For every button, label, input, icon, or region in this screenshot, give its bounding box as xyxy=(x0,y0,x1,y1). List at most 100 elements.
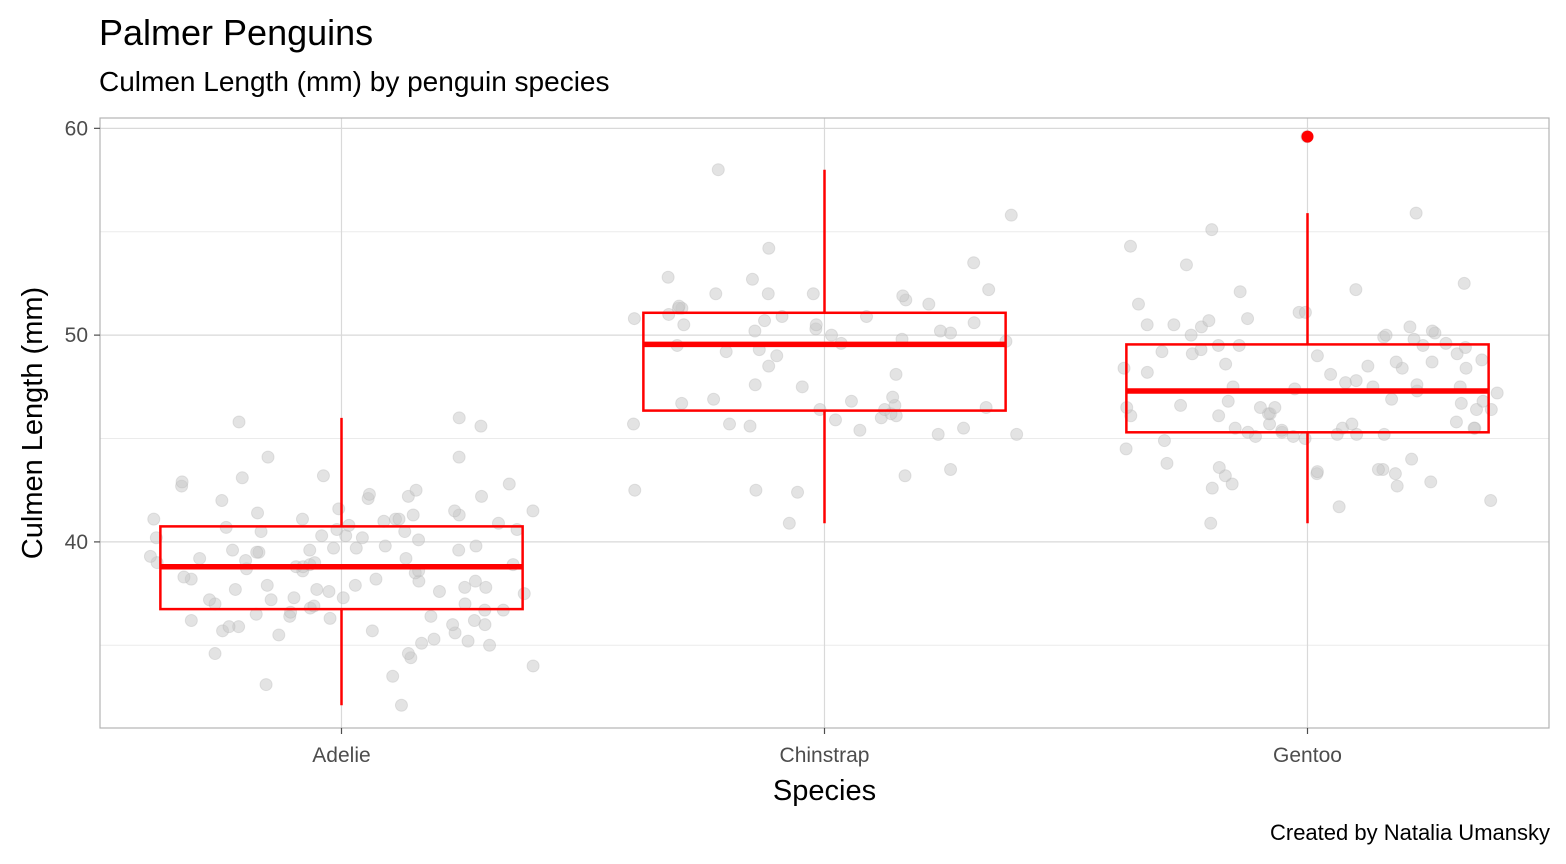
jitter-point xyxy=(1174,398,1188,412)
jitter-point xyxy=(1253,400,1267,414)
jitter-point xyxy=(193,551,207,565)
jitter-point xyxy=(467,613,481,627)
jitter-point xyxy=(1204,516,1218,530)
jitter-point xyxy=(1123,239,1137,253)
jitter-point xyxy=(1268,400,1282,414)
jitter-point xyxy=(469,539,483,553)
jitter-point xyxy=(1298,305,1312,319)
jitter-point xyxy=(1470,403,1484,417)
jitter-point xyxy=(468,574,482,588)
jitter-point xyxy=(432,585,446,599)
chart-title: Palmer Penguins xyxy=(99,12,374,53)
jitter-point xyxy=(235,471,249,485)
jitter-point xyxy=(1241,312,1255,326)
jitter-point xyxy=(502,477,516,491)
jitter-point xyxy=(1379,328,1393,342)
jitter-point xyxy=(743,419,757,433)
jitter-point xyxy=(348,578,362,592)
jitter-point xyxy=(392,512,406,526)
jitter-point xyxy=(853,423,867,437)
jitter-point xyxy=(1119,442,1133,456)
jitter-point xyxy=(748,378,762,392)
jitter-point xyxy=(315,529,329,543)
jitter-point xyxy=(458,580,472,594)
jitter-point xyxy=(332,502,346,516)
jitter-point xyxy=(886,390,900,404)
jitter-point xyxy=(1332,500,1346,514)
jitter-point xyxy=(791,485,805,499)
jitter-point xyxy=(828,413,842,427)
jitter-point xyxy=(1349,374,1363,388)
jitter-point xyxy=(1225,477,1239,491)
jitter-point xyxy=(933,324,947,338)
jitter-point xyxy=(723,417,737,431)
jitter-point xyxy=(1475,353,1489,367)
jitter-point xyxy=(889,367,903,381)
jitter-point xyxy=(1212,460,1226,474)
jitter-point xyxy=(770,349,784,363)
jitter-point xyxy=(1117,361,1131,375)
jitter-point xyxy=(355,531,369,545)
jitter-point xyxy=(758,314,772,328)
jitter-point xyxy=(478,618,492,632)
jitter-point xyxy=(310,582,324,596)
jitter-point xyxy=(745,272,759,286)
jitter-point xyxy=(1221,394,1235,408)
jitter-point xyxy=(1409,206,1423,220)
y-tick-label: 40 xyxy=(65,531,88,554)
x-tick-label: Gentoo xyxy=(1273,744,1342,767)
jitter-point xyxy=(526,659,540,673)
jitter-point xyxy=(982,283,996,297)
jitter-point xyxy=(1339,376,1353,390)
jitter-point xyxy=(1385,392,1399,406)
jitter-point xyxy=(147,512,161,526)
jitter-point xyxy=(1160,456,1174,470)
jitter-point xyxy=(452,411,466,425)
jitter-point xyxy=(825,328,839,342)
jitter-point xyxy=(1275,423,1289,437)
jitter-point xyxy=(228,582,242,596)
y-tick-label: 60 xyxy=(65,117,88,140)
jitter-point xyxy=(1377,427,1391,441)
jitter-point xyxy=(461,634,475,648)
jitter-point xyxy=(1388,467,1402,481)
jitter-point xyxy=(1345,417,1359,431)
x-axis-title: Species xyxy=(773,775,876,807)
jitter-point xyxy=(208,647,222,661)
jitter-point xyxy=(427,632,441,646)
jitter-point xyxy=(672,299,686,313)
jitter-point xyxy=(202,593,216,607)
jitter-point xyxy=(1184,328,1198,342)
jitter-point xyxy=(1179,258,1193,272)
jitter-point xyxy=(967,316,981,330)
jitter-point xyxy=(1361,359,1375,373)
jitter-point xyxy=(1457,276,1471,290)
jitter-point xyxy=(448,504,462,518)
jitter-point xyxy=(287,591,301,605)
jitter-point xyxy=(394,698,408,712)
jitter-point xyxy=(399,551,413,565)
jitter-point xyxy=(1425,324,1439,338)
y-tick-label: 50 xyxy=(65,324,88,347)
jitter-point xyxy=(272,628,286,642)
jitter-point xyxy=(677,318,691,332)
jitter-point xyxy=(369,572,383,586)
jitter-point xyxy=(711,163,725,177)
jitter-point xyxy=(1157,434,1171,448)
outlier-point xyxy=(1301,130,1314,143)
jitter-point xyxy=(184,613,198,627)
jitter-point xyxy=(409,483,423,497)
iqr-box xyxy=(642,311,1007,412)
jitter-point xyxy=(1484,494,1498,508)
jitter-point xyxy=(806,287,820,301)
jitter-point xyxy=(1490,386,1504,400)
jitter-point xyxy=(222,620,236,634)
jitter-point xyxy=(1298,432,1312,446)
jitter-point xyxy=(1140,365,1154,379)
jitter-point xyxy=(260,578,274,592)
jitter-point xyxy=(215,494,229,508)
jitter-point xyxy=(662,307,676,321)
jitter-point xyxy=(761,287,775,301)
x-tick-label: Adelie xyxy=(312,744,370,767)
jitter-point xyxy=(1349,283,1363,297)
